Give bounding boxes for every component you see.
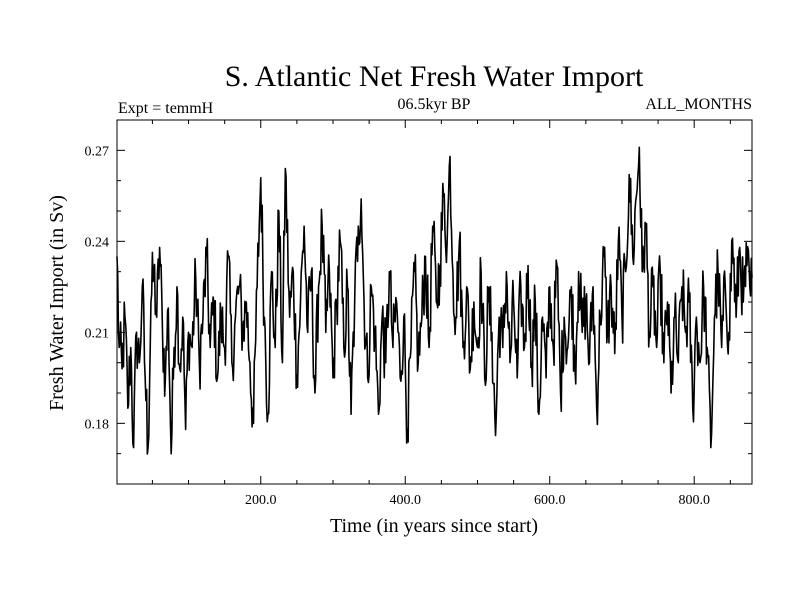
subtitle-period: 06.5kyr BP [398,96,471,113]
y-tick-label: 0.21 [85,326,110,341]
plot-area: 200.0 400.0 600.0 800.0 0.18 0.21 0.24 0.27 [85,119,753,508]
x-tick-label: 800.0 [678,493,710,508]
y-axis-label: Fresh Water Import (in Sv) [46,195,68,411]
x-axis-label: Time (in years since start) [330,515,538,537]
y-tick-label: 0.24 [85,235,110,250]
y-tick-label: 0.27 [85,144,110,159]
subtitle-experiment: Expt = temmH [118,100,214,117]
y-tick-label: 0.18 [85,417,110,432]
x-tick-label: 200.0 [245,493,277,508]
x-tick-label: 400.0 [389,493,421,508]
chart-title: S. Atlantic Net Fresh Water Import [225,60,644,93]
series-line-fresh-water-import [116,146,753,455]
subtitle-months: ALL_MONTHS [645,96,752,113]
x-tick-label: 600.0 [534,493,566,508]
